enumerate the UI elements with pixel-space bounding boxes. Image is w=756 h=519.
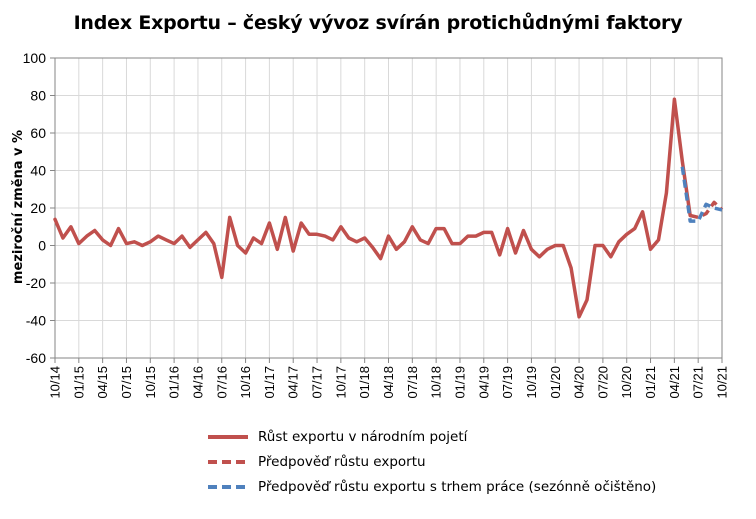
x-tick-label: 07/16 xyxy=(214,366,229,399)
x-tick-label: 01/15 xyxy=(71,366,86,399)
x-tick-label: 07/19 xyxy=(500,366,515,399)
x-tick-label: 01/16 xyxy=(167,366,182,399)
legend-item-forecast: Předpověď růstu exportu xyxy=(208,449,656,474)
x-tick-label: 10/16 xyxy=(238,366,253,399)
x-tick-label: 07/21 xyxy=(691,366,706,399)
y-tick-label: 100 xyxy=(23,50,47,66)
legend-swatch-dashed-red xyxy=(208,459,248,464)
x-tick-label: 10/17 xyxy=(333,366,348,399)
x-tick-label: 04/15 xyxy=(95,366,110,399)
y-tick-label: 40 xyxy=(30,163,46,179)
y-tick-label: 20 xyxy=(30,200,46,216)
legend-swatch-solid-red xyxy=(208,434,248,439)
x-tick-label: 10/15 xyxy=(143,366,158,399)
legend-label-actual: Růst exportu v národním pojetí xyxy=(258,428,468,445)
legend-item-actual: Růst exportu v národním pojetí xyxy=(208,424,656,449)
y-tick-label: -20 xyxy=(26,275,46,291)
legend: Růst exportu v národním pojetí Předpověď… xyxy=(208,424,656,499)
y-tick-label: 80 xyxy=(30,88,46,104)
legend-label-forecast-labour: Předpověď růstu exportu s trhem práce (s… xyxy=(258,478,657,495)
x-tick-label: 01/17 xyxy=(262,366,277,399)
x-tick-label: 04/17 xyxy=(286,366,301,399)
gridlines xyxy=(54,57,723,359)
x-tick-label: 07/17 xyxy=(310,366,325,399)
y-tick-label: -60 xyxy=(26,350,46,366)
y-tick-label: 60 xyxy=(30,125,46,141)
x-tick-label: 04/19 xyxy=(476,366,491,399)
x-tick-label: 01/19 xyxy=(452,366,467,399)
series-line-0 xyxy=(53,97,692,319)
x-tick-label: 07/18 xyxy=(405,366,420,399)
x-tick-label: 04/16 xyxy=(190,366,205,399)
x-tick-label: 10/18 xyxy=(429,366,444,399)
x-tick-label: 01/20 xyxy=(548,366,563,399)
legend-item-forecast-labour: Předpověď růstu exportu s trhem práce (s… xyxy=(208,474,656,499)
chart-title: Index Exportu – český vývoz svírán proti… xyxy=(73,12,683,34)
legend-swatch-dashed-blue xyxy=(208,484,248,489)
x-tick-label: 01/18 xyxy=(357,366,372,399)
x-tick-label: 10/19 xyxy=(524,366,539,399)
series-line-1 xyxy=(689,200,724,220)
series-lines xyxy=(53,97,724,319)
x-tick-label: 07/20 xyxy=(595,366,610,399)
x-tick-label: 04/18 xyxy=(381,366,396,399)
legend-label-forecast: Předpověď růstu exportu xyxy=(258,453,426,470)
x-tick-label: 04/20 xyxy=(572,366,587,399)
y-tick-label: 0 xyxy=(38,238,46,254)
x-tick-label: 10/20 xyxy=(619,366,634,399)
x-tick-label: 04/21 xyxy=(667,366,682,399)
series-line-2 xyxy=(680,166,723,223)
axes xyxy=(50,57,723,363)
x-tick-label: 07/15 xyxy=(119,366,134,399)
x-tick-label: 10/21 xyxy=(715,366,730,399)
x-tick-label: 01/21 xyxy=(643,366,658,399)
x-tick-label: 10/14 xyxy=(48,366,63,399)
y-axis-title: meziroční změna v % xyxy=(11,130,26,284)
y-tick-label: -40 xyxy=(26,313,46,329)
